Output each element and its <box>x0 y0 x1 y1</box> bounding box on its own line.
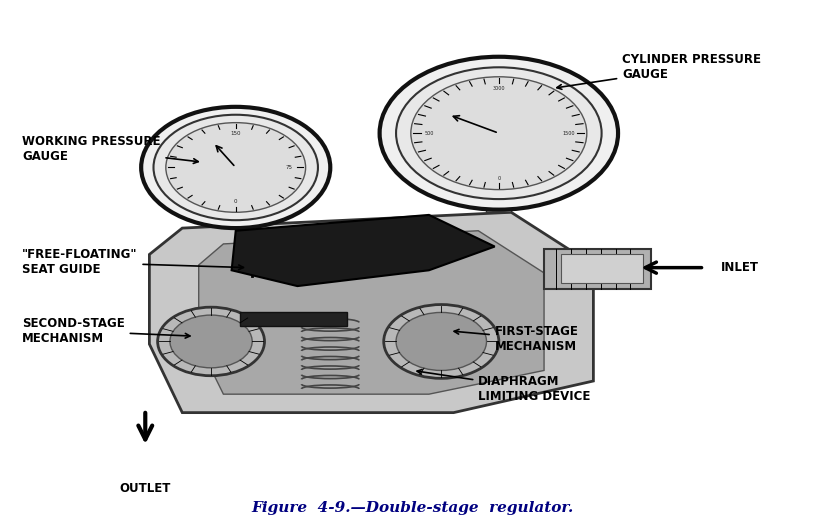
FancyBboxPatch shape <box>224 197 248 228</box>
Circle shape <box>153 114 318 220</box>
Circle shape <box>384 305 499 378</box>
Text: CYLINDER PRESSURE
GAUGE: CYLINDER PRESSURE GAUGE <box>557 54 761 90</box>
Circle shape <box>396 67 601 199</box>
Text: WORKING PRESSURE
GAUGE: WORKING PRESSURE GAUGE <box>22 135 198 163</box>
Polygon shape <box>199 231 544 394</box>
Circle shape <box>141 107 330 228</box>
FancyBboxPatch shape <box>487 173 512 213</box>
Polygon shape <box>149 213 593 413</box>
Text: "FREE-FLOATING"
SEAT GUIDE: "FREE-FLOATING" SEAT GUIDE <box>22 249 243 276</box>
Text: 0: 0 <box>497 175 501 181</box>
Text: 75: 75 <box>285 165 293 170</box>
Text: INLET: INLET <box>721 261 759 274</box>
Text: SECOND-STAGE
MECHANISM: SECOND-STAGE MECHANISM <box>22 317 190 345</box>
Circle shape <box>411 77 587 190</box>
Text: DIAPHRAGM
LIMITING DEVICE: DIAPHRAGM LIMITING DEVICE <box>417 369 591 403</box>
Text: Figure  4-9.—Double-stage  regulator.: Figure 4-9.—Double-stage regulator. <box>252 501 573 516</box>
Circle shape <box>166 122 305 213</box>
Text: 1500: 1500 <box>563 131 575 136</box>
Text: FIRST-STAGE
MECHANISM: FIRST-STAGE MECHANISM <box>454 325 578 353</box>
Text: OUTLET: OUTLET <box>120 482 171 495</box>
Circle shape <box>170 315 252 368</box>
Circle shape <box>380 57 618 210</box>
Text: 3000: 3000 <box>493 86 505 91</box>
Polygon shape <box>232 215 495 286</box>
Circle shape <box>158 307 265 376</box>
FancyBboxPatch shape <box>560 254 643 284</box>
Text: 150: 150 <box>230 131 241 136</box>
Circle shape <box>396 313 487 370</box>
FancyBboxPatch shape <box>544 249 651 289</box>
Text: 0: 0 <box>234 199 238 204</box>
Text: 500: 500 <box>424 131 434 136</box>
FancyBboxPatch shape <box>240 313 346 325</box>
